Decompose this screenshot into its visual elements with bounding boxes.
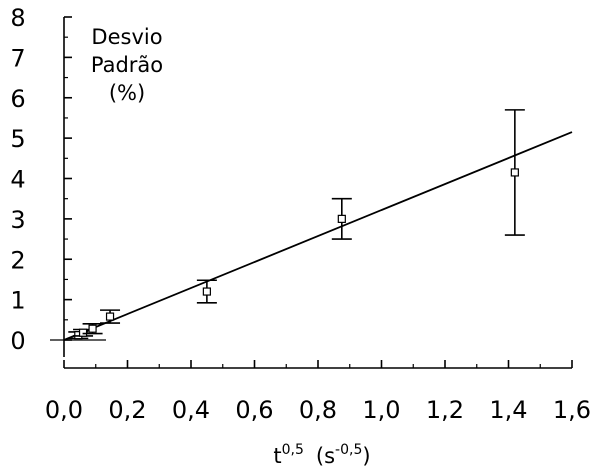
y-ticks: 0 1 2 3 4 5 6 7 8 xyxy=(10,4,72,355)
x-axis-label-unit-exp: -0,5 xyxy=(335,442,362,458)
data-points xyxy=(68,109,525,340)
data-point-marker xyxy=(337,214,346,223)
y-tick-label: 6 xyxy=(10,85,25,113)
x-axis-label: t0,5 (s-0,5) xyxy=(273,442,370,468)
x-tick-label: 0,4 xyxy=(172,396,210,424)
x-tick-label: 1,0 xyxy=(362,396,400,424)
x-axis-label-unit-close: ) xyxy=(362,444,370,468)
y-axis-label-line-1: Desvio xyxy=(91,25,162,49)
x-axis-label-base-exp: 0,5 xyxy=(282,442,304,458)
x-tick-label: 1,2 xyxy=(426,396,464,424)
y-tick-label: 8 xyxy=(10,4,25,32)
y-tick-label: 2 xyxy=(10,246,25,274)
data-point-marker xyxy=(202,287,211,296)
fit-line-group xyxy=(63,131,573,341)
x-tick-label: 0,0 xyxy=(45,396,83,424)
data-point-marker xyxy=(105,312,115,321)
x-tick-label: 0,6 xyxy=(235,396,273,424)
x-tick-label: 1,6 xyxy=(553,396,591,424)
fit-line xyxy=(63,131,573,341)
y-tick-label: 0 xyxy=(10,327,25,355)
x-tick-label: 0,2 xyxy=(108,396,146,424)
x-ticks: 0,0 0,2 0,4 0,6 0,8 1,0 1,2 1,4 1,6 xyxy=(45,360,591,424)
y-tick-label: 3 xyxy=(10,206,25,234)
y-axis-label-line-3: (%) xyxy=(109,81,145,105)
data-point-marker xyxy=(78,328,88,337)
x-tick-label: 0,8 xyxy=(299,396,337,424)
y-tick-label: 7 xyxy=(10,44,25,72)
y-tick-label: 1 xyxy=(10,287,25,315)
x-tick-label: 1,4 xyxy=(489,396,527,424)
x-axis-label-base: t xyxy=(273,444,281,468)
data-point-marker xyxy=(88,324,97,333)
y-tick-label: 5 xyxy=(10,125,25,153)
data-point-marker xyxy=(510,168,519,177)
y-axis-label-line-2: Padrão xyxy=(91,53,163,77)
y-tick-label: 4 xyxy=(10,166,25,194)
x-axis-label-unit-open: (s xyxy=(316,444,335,468)
